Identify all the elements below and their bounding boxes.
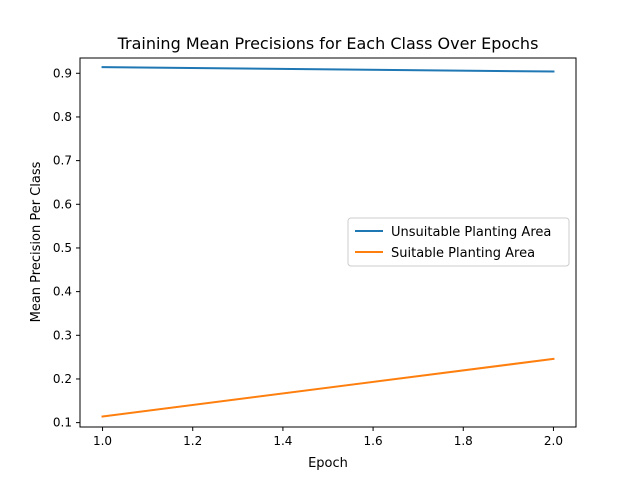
series-line-unsuitable [101,66,555,73]
x-tick-label: 2.0 [544,434,563,448]
legend-box [347,217,570,267]
legend-label-suitable: Suitable Planting Area [391,246,535,261]
x-tick-label: 1.6 [364,434,383,448]
y-tick-label: 0.9 [53,66,72,80]
y-tick-label: 0.1 [53,416,72,430]
y-tick-label: 0.3 [53,328,72,342]
legend-label-unsuitable: Unsuitable Planting Area [391,225,551,240]
plot-frame [79,57,577,428]
x-axis-ticks: 1.0 1.2 1.4 1.6 1.8 2.0 [93,427,563,448]
y-tick-label: 0.2 [53,372,72,386]
y-tick-label: 0.8 [53,110,72,124]
x-tick-label: 1.2 [183,434,202,448]
series-layer [101,66,555,418]
chart-title: Training Mean Precisions for Each Class … [117,34,539,53]
y-tick-label: 0.6 [53,197,72,211]
y-tick-label: 0.5 [53,241,72,255]
y-tick-label: 0.7 [53,154,72,168]
series-line-suitable [101,357,555,418]
legend: Unsuitable Planting Area Suitable Planti… [347,217,570,267]
x-axis-label: Epoch [308,456,348,471]
x-tick-label: 1.8 [454,434,473,448]
x-tick-label: 1.4 [273,434,292,448]
y-axis-label: Mean Precision Per Class [29,161,44,322]
y-axis-ticks: 0.1 0.2 0.3 0.4 0.5 0.6 0.7 0.8 0.9 [53,66,80,430]
y-tick-label: 0.4 [53,285,72,299]
x-tick-label: 1.0 [93,434,112,448]
